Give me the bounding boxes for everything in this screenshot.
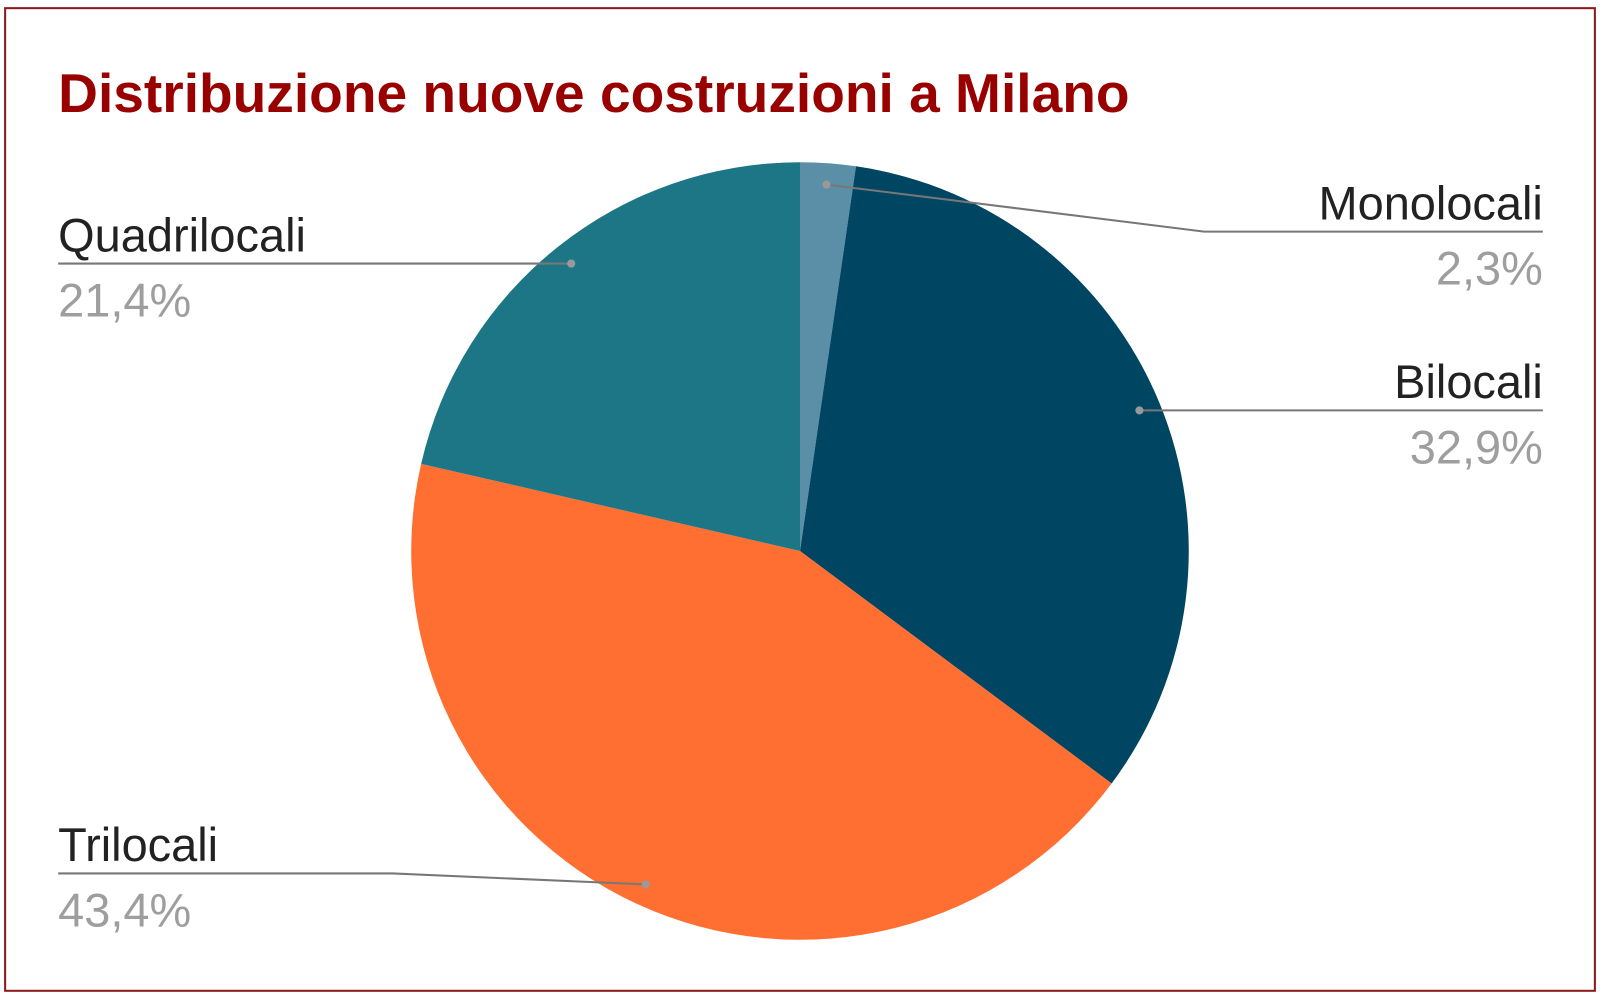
pie-slice [421,162,800,552]
value-label: 21,4% [58,275,191,327]
leader-dot [567,259,576,268]
value-label: 32,9% [1410,421,1543,473]
legend-label: Monolocali [1319,177,1543,229]
pie-slice [800,166,1189,784]
pie-slice [800,162,856,552]
value-label: 2,3% [1436,243,1543,295]
leader-dot [641,880,650,889]
legend-label: Bilocali [1394,356,1543,408]
chart-title: Distribuzione nuove costruzioni a Milano [58,62,1129,124]
value-label: 43,4% [58,885,191,937]
leader-dot [1135,406,1144,415]
pie-slice [411,463,1112,940]
leader-dot [822,180,831,189]
legend-label: Trilocali [58,819,218,871]
leader-line [58,872,646,886]
legend-label: Quadrilocali [58,209,306,261]
leader-line [826,183,1543,233]
